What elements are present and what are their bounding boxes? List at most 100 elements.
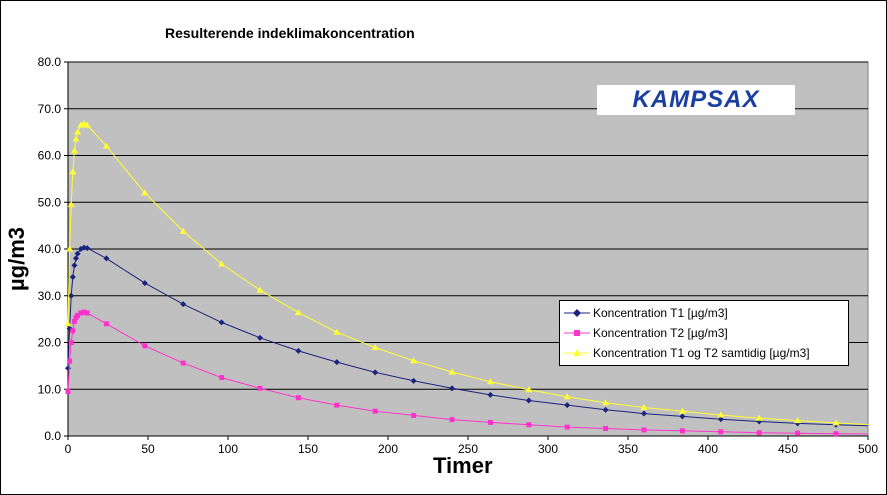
data-point [257,385,263,391]
data-point [67,358,73,364]
y-tick-label: 10.0 [38,382,62,396]
x-tick-label: 150 [298,442,318,456]
data-point [372,369,379,376]
x-tick-label: 400 [698,442,718,456]
data-point [84,310,90,316]
legend-swatch-t1-t2 [564,349,590,356]
legend-label-t1: Koncentration T1 [µg/m3] [593,306,728,320]
data-point [525,397,532,404]
series-layer [64,120,869,437]
data-point [718,429,724,435]
data-point [69,274,76,281]
data-point [65,389,71,395]
data-point [102,142,110,149]
data-point [74,250,81,257]
data-point [294,309,302,316]
data-point [603,426,609,432]
x-tick-label: 50 [141,442,155,456]
data-point [180,301,187,308]
x-tick-label: 0 [65,442,72,456]
data-point [832,419,840,426]
legend-entry-t1: Koncentration T1 [µg/m3] [560,303,848,323]
x-tick-label: 450 [778,442,798,456]
data-point [640,403,648,410]
data-point [526,422,532,428]
data-point [410,377,417,384]
data-point [564,402,571,409]
y-tick-label: 30.0 [38,289,62,303]
chart-title: Resulterende indeklimakoncentration [165,25,415,41]
data-point [71,318,77,324]
data-point [73,255,79,262]
data-point [449,417,455,423]
y-tick-label: 80.0 [38,55,62,69]
data-point [333,328,341,335]
data-point [218,319,225,326]
data-point [372,408,378,414]
data-point [257,334,263,341]
x-tick-label: 350 [618,442,638,456]
x-tick-label: 200 [378,442,398,456]
data-point [141,280,148,287]
data-point [69,168,77,175]
data-point [72,135,80,142]
data-point [103,321,109,327]
y-tick-label: 60.0 [38,149,62,163]
y-axis-label: µg/m3 [4,226,29,292]
legend-entry-t2: Koncentration T2 [µg/m3] [560,323,848,343]
data-point [756,430,762,436]
data-point [563,393,571,400]
data-point [71,262,78,269]
data-point [641,427,647,433]
y-tick-label: 70.0 [38,102,62,116]
data-point [295,347,302,354]
data-point [219,375,225,381]
data-point [70,328,76,334]
legend: Koncentration T1 [µg/m3] Koncentration T… [559,300,849,366]
data-point [256,286,264,293]
legend-label-t1-t2: Koncentration T1 og T2 samtidig [µg/m3] [593,346,810,360]
y-tick-label: 0.0 [44,429,61,443]
x-tick-label: 300 [538,442,558,456]
data-point [678,407,686,414]
data-point [679,413,686,420]
y-tick-label: 40.0 [38,242,62,256]
data-point [487,419,493,425]
data-point [411,412,417,418]
y-tick-label: 50.0 [38,195,62,209]
data-point [487,391,494,398]
data-point [795,430,801,436]
data-point [68,340,74,345]
data-point [78,310,84,316]
data-point [371,344,379,351]
data-point [75,312,81,318]
data-point [486,378,494,385]
data-point [333,359,340,366]
y-tick-label: 20.0 [38,336,62,350]
data-point [81,309,87,315]
data-point [602,399,610,406]
x-tick-label: 100 [218,442,238,456]
x-tick-label: 500 [858,442,878,456]
data-point [334,402,340,408]
data-point [641,410,647,417]
data-point [448,368,456,375]
data-point [564,424,570,430]
data-point [218,260,226,267]
legend-label-t2: Koncentration T2 [µg/m3] [593,326,728,340]
data-point [67,201,75,208]
data-point [84,245,91,252]
data-point [70,147,78,154]
data-point [142,343,148,349]
data-point [74,128,82,135]
x-axis-label: Timer [433,453,493,478]
legend-entry-t1-t2: Koncentration T1 og T2 samtidig [µg/m3] [560,343,848,363]
data-point [525,386,533,393]
data-point [602,406,609,413]
data-point [449,385,455,392]
legend-swatch-t1 [564,309,590,317]
data-point [679,428,685,434]
data-point [410,357,418,364]
